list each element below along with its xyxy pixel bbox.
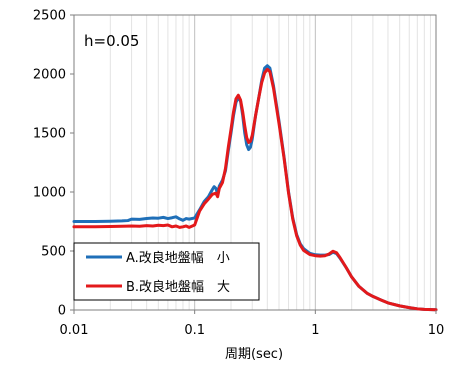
- series-lines: [72, 64, 438, 312]
- x-tick-label: 0.01: [60, 323, 89, 338]
- y-tick-labels: 0 500 1000 1500 2000 2500: [33, 9, 74, 319]
- y-tick-label: 1500: [33, 127, 66, 142]
- legend-box: [73, 242, 260, 301]
- x-axis-title: 周期(sec): [225, 347, 283, 362]
- y-tick-label: 0: [58, 304, 66, 319]
- plot-area-frame: [73, 14, 437, 311]
- x-tick-label: 10: [428, 323, 445, 338]
- x-tick-label: 1: [311, 323, 319, 338]
- legend: A.改良地盤幅 小 B.改良地盤幅 大: [73, 242, 260, 301]
- series-line-b: [72, 67, 438, 312]
- x-tick-labels: 0.01 0.1 1 10: [60, 310, 445, 338]
- annotation-label: h=0.05: [84, 32, 139, 50]
- y-tick-label: 2500: [33, 9, 66, 24]
- legend-label-a: A.改良地盤幅 小: [126, 250, 230, 266]
- y-tick-label: 1000: [33, 186, 66, 201]
- y-tick-label: 500: [41, 245, 66, 260]
- x-tick-label: 0.1: [184, 323, 205, 338]
- legend-label-b: B.改良地盤幅 大: [126, 279, 230, 295]
- y-tick-label: 2000: [33, 68, 66, 83]
